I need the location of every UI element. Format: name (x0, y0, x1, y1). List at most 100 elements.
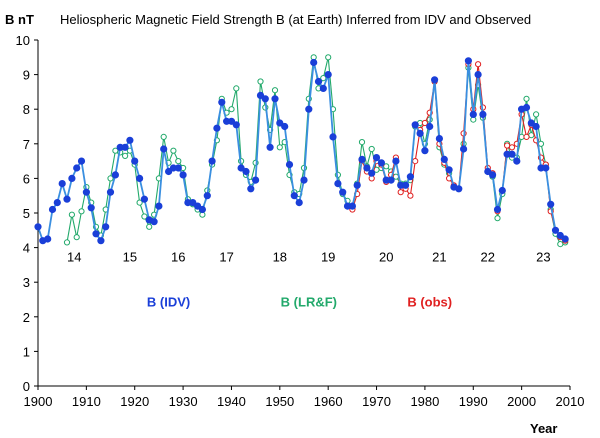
data-point (469, 110, 477, 119)
data-point (392, 157, 400, 165)
data-point (464, 57, 472, 65)
data-point (493, 205, 502, 214)
data-point (121, 143, 129, 151)
x-tick-label: 1930 (169, 394, 198, 409)
series-b-idv- (34, 57, 569, 245)
data-point (261, 95, 269, 103)
data-point (542, 164, 550, 172)
data-point (175, 158, 182, 165)
data-point (508, 144, 516, 151)
data-point (58, 180, 66, 188)
data-point (310, 58, 318, 67)
data-point (73, 234, 80, 241)
data-point (189, 199, 197, 207)
data-point (53, 199, 61, 207)
data-point (63, 195, 71, 203)
y-tick-label: 1 (23, 344, 30, 359)
data-point (97, 237, 105, 245)
data-point (34, 223, 42, 231)
data-point (445, 166, 453, 174)
data-point (314, 77, 323, 86)
data-point (227, 117, 236, 125)
x-tick-label: 1970 (362, 394, 391, 409)
data-point (300, 176, 308, 184)
data-point (136, 174, 144, 182)
data-point (198, 205, 206, 214)
data-point (358, 155, 366, 163)
data-point (203, 192, 211, 200)
data-point (527, 119, 535, 127)
y-tick-label: 10 (16, 33, 30, 48)
x-tick-label: 1920 (120, 394, 149, 409)
data-point (150, 218, 158, 226)
data-point (218, 98, 226, 106)
cycle-label: 19 (321, 249, 335, 264)
cycle-labels: 14 15 16 17 18 19 20 21 22 23 (67, 249, 551, 264)
chart-title: Heliospheric Magnetic Field Strength B (… (60, 12, 531, 27)
data-point (508, 150, 516, 158)
data-point (334, 180, 342, 188)
data-point (498, 186, 506, 195)
data-point (122, 152, 129, 159)
data-point (459, 145, 468, 153)
data-point (523, 95, 530, 102)
data-point (160, 133, 167, 140)
data-point (73, 164, 81, 172)
data-point (208, 157, 216, 165)
data-point (276, 119, 284, 127)
series-b-obs- (349, 61, 569, 244)
x-tick-label: 2010 (556, 394, 585, 409)
data-point (513, 157, 521, 165)
data-point (233, 85, 240, 92)
data-point (136, 199, 143, 206)
cycle-label: 23 (536, 249, 550, 264)
data-point (257, 78, 264, 85)
data-point (406, 173, 414, 181)
x-tick-label: 1900 (24, 394, 53, 409)
cycle-label: 18 (273, 249, 287, 264)
data-point (111, 171, 120, 179)
data-point (102, 223, 110, 231)
data-point (475, 61, 482, 68)
data-point (455, 185, 463, 193)
data-point (247, 185, 255, 193)
data-point (533, 111, 540, 118)
x-tick-label: 1910 (72, 394, 101, 409)
legend-entry: B (LR&F) (281, 294, 337, 309)
y-tick-label: 9 (23, 68, 30, 83)
data-point (547, 200, 555, 208)
data-point (358, 139, 366, 146)
data-point (368, 169, 376, 177)
data-point (92, 230, 100, 238)
data-point (430, 76, 439, 84)
x-tick-label: 1940 (217, 394, 246, 409)
y-tick-label: 6 (23, 171, 30, 186)
data-point (256, 91, 265, 100)
cycle-label: 15 (123, 249, 137, 264)
y-axis-title: B nT (5, 12, 34, 27)
data-point (484, 167, 492, 176)
data-point (213, 124, 221, 132)
data-point (194, 202, 202, 210)
data-point (165, 167, 173, 176)
data-point (77, 157, 86, 165)
data-point (411, 121, 419, 129)
data-point (174, 164, 182, 172)
data-point (68, 211, 76, 218)
legend-entry: B (IDV) (147, 294, 190, 309)
data-point (155, 202, 163, 210)
data-point (82, 188, 91, 196)
data-point (474, 71, 482, 79)
x-tick-label: 1990 (459, 394, 488, 409)
data-point (353, 181, 361, 189)
data-point (305, 105, 313, 113)
data-point (146, 223, 153, 230)
cycle-label: 20 (379, 249, 393, 264)
data-point (368, 145, 375, 153)
data-point (494, 215, 501, 222)
data-point (68, 174, 76, 182)
data-point (140, 195, 148, 203)
data-point (285, 161, 294, 169)
x-tick-label: 1950 (265, 394, 294, 409)
